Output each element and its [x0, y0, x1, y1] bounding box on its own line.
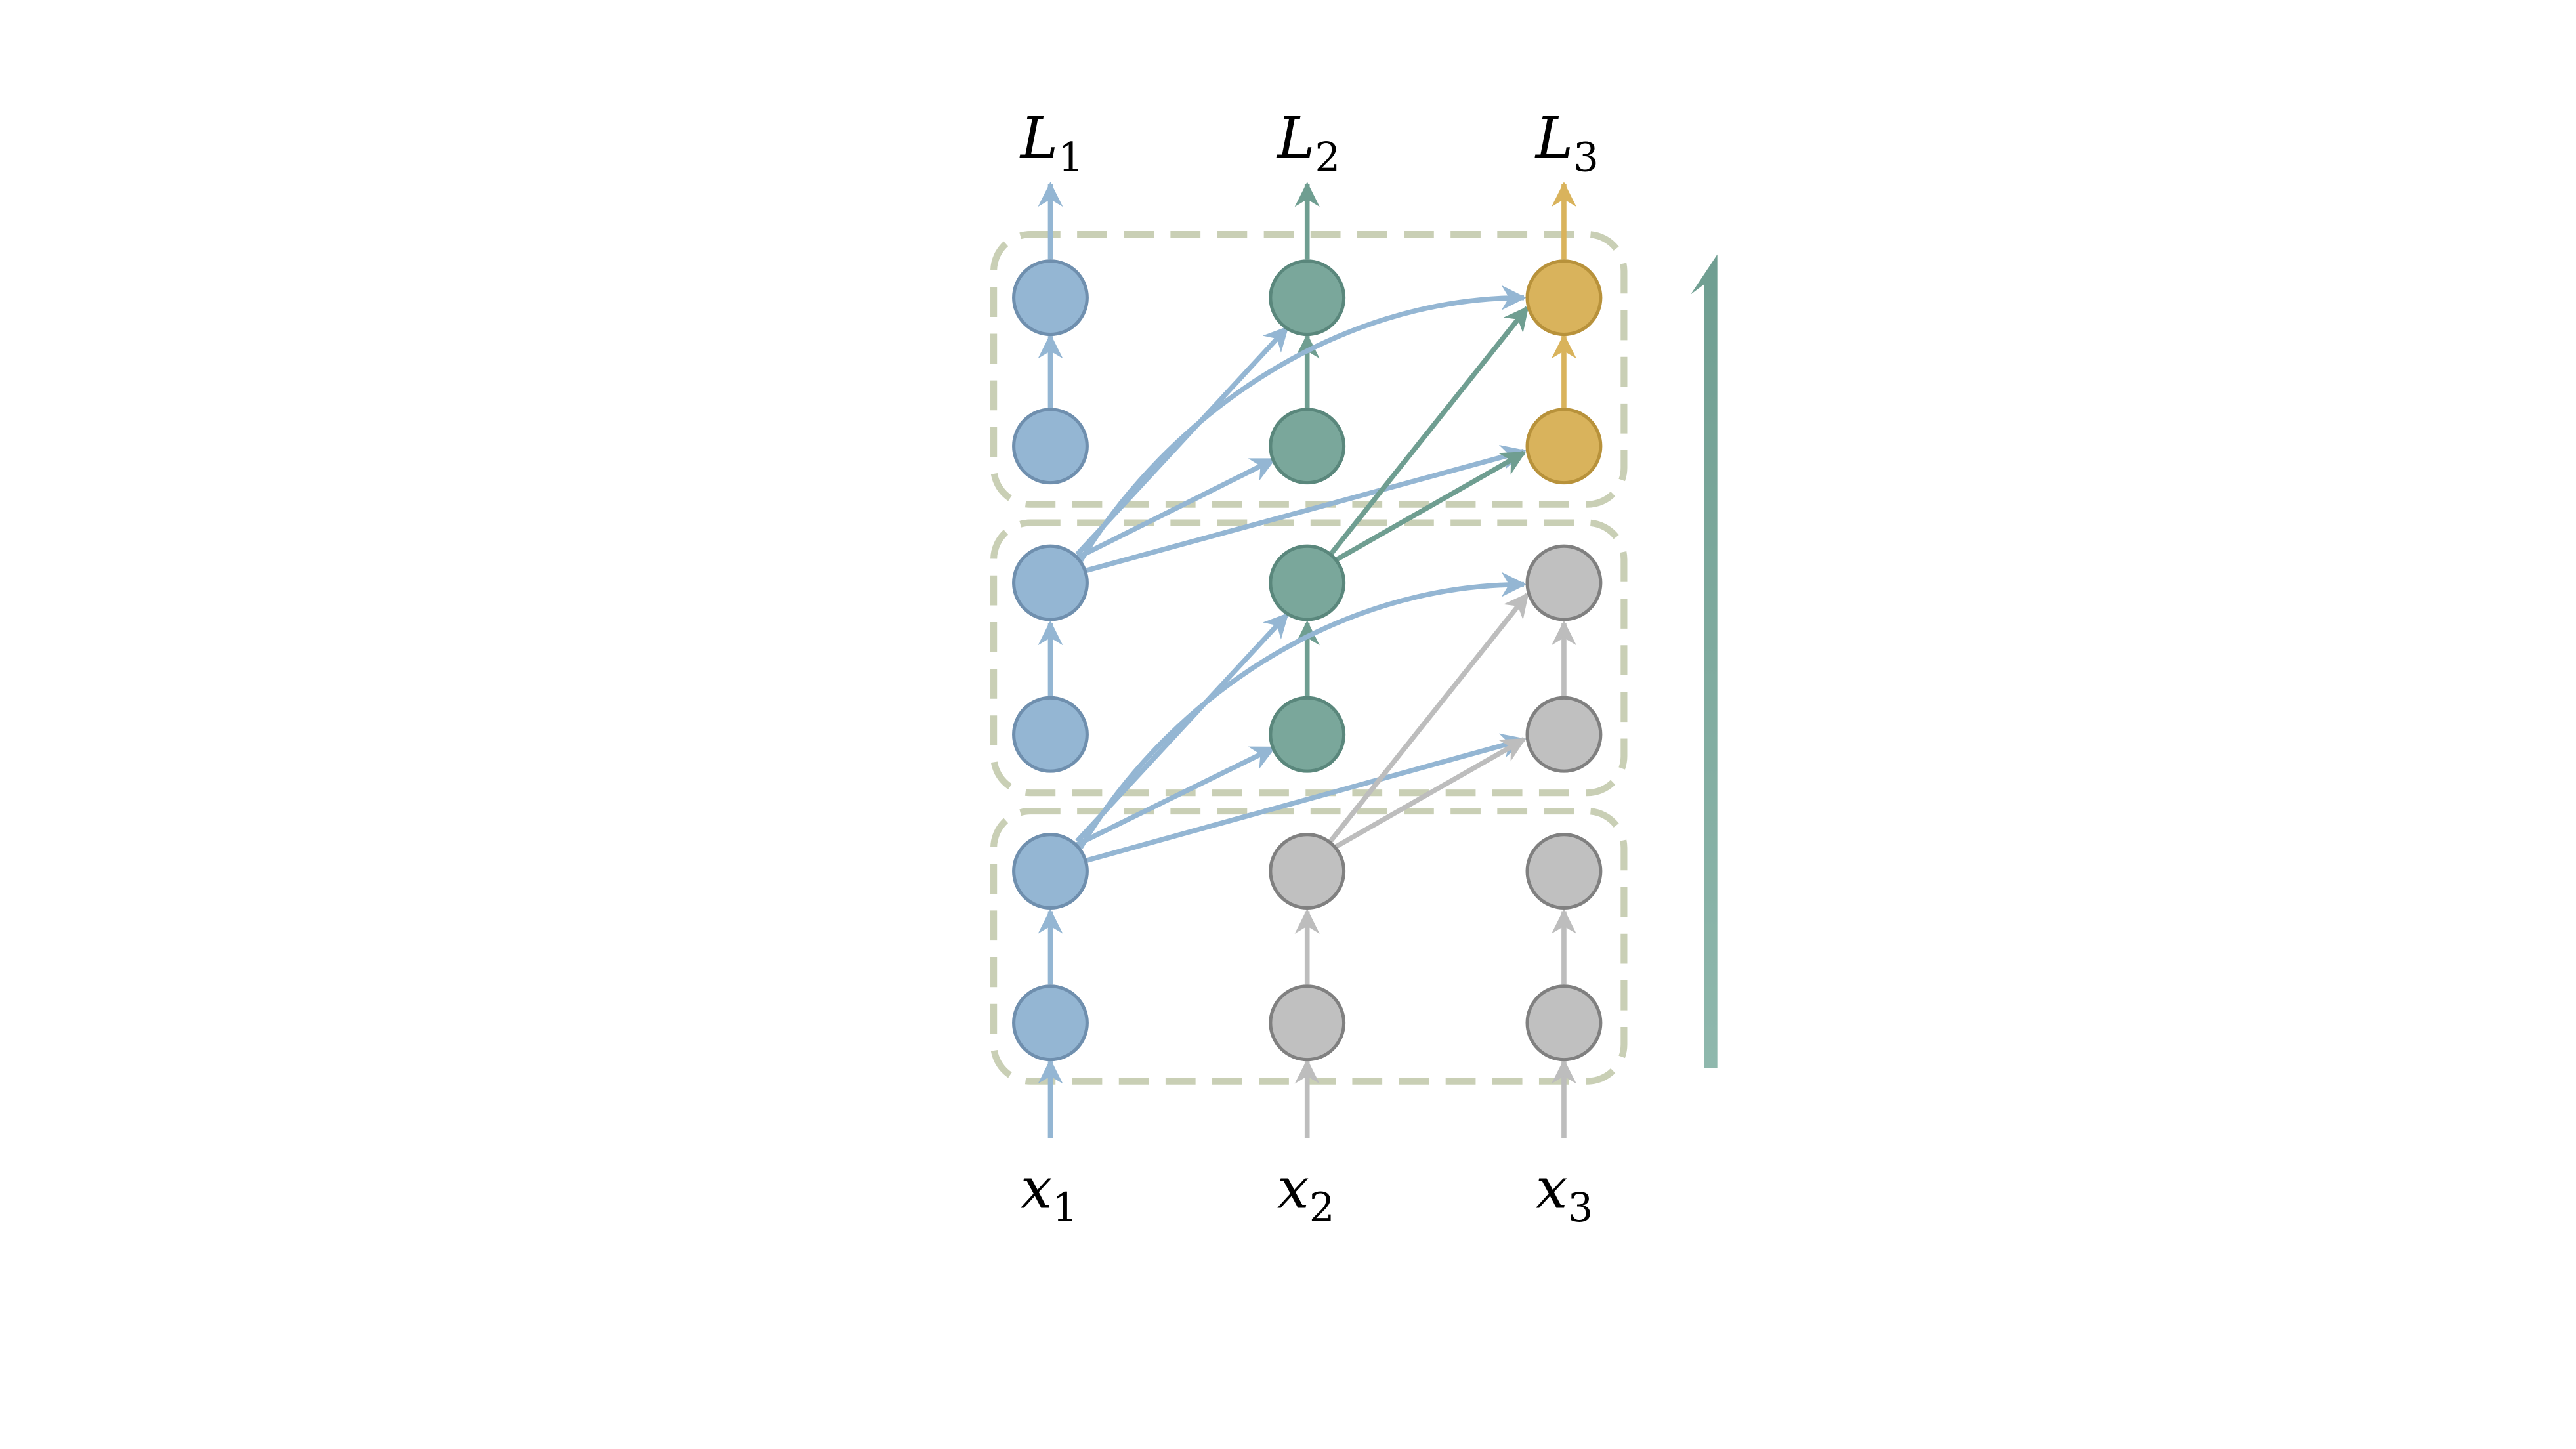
edge-b2-to-gray3: [1083, 733, 1527, 864]
node-c1-r1: [1012, 984, 1089, 1062]
output-label-3: L3: [1534, 106, 1599, 180]
node-c1-r6: [1012, 259, 1089, 337]
output-label-1: L1: [1019, 106, 1084, 180]
node-c1-r2: [1012, 833, 1089, 910]
edge-b4-to-g5: [1076, 457, 1277, 560]
output-label-2: L2: [1276, 106, 1340, 180]
edge-b2-to-gray4-curve: [1078, 572, 1527, 849]
layer-group-box-middle: [990, 519, 1628, 797]
edge-b4-to-gold6-curve: [1078, 285, 1527, 563]
node-c1-r4: [1012, 544, 1089, 621]
node-c3-r2: [1525, 833, 1603, 910]
node-c3-r6: [1525, 259, 1603, 337]
node-c2-r3: [1269, 696, 1346, 773]
edge-g4-to-gold5: [1332, 450, 1527, 564]
node-c2-r1: [1269, 984, 1346, 1062]
edge-b2-to-g3: [1076, 746, 1277, 847]
layer-group-box-top: [990, 231, 1628, 508]
node-c2-r5: [1269, 408, 1346, 485]
node-c2-r6: [1269, 259, 1346, 337]
progression-arrow: [1691, 254, 1718, 1068]
node-c3-r3: [1525, 696, 1603, 773]
node-c3-r4: [1525, 544, 1603, 621]
edge-g4-to-gold6: [1328, 305, 1530, 556]
node-c1-r3: [1012, 696, 1089, 773]
edge-gray2-to-gray4: [1328, 592, 1530, 843]
node-c2-r4: [1269, 544, 1346, 621]
node-c1-r5: [1012, 408, 1089, 485]
input-label-3: x3: [1536, 1156, 1594, 1231]
node-c3-r5: [1525, 408, 1603, 485]
edge-gray2-to-gray3: [1332, 737, 1527, 850]
node-c3-r1: [1525, 984, 1603, 1062]
edge-b4-to-gold5: [1083, 445, 1527, 574]
node-c2-r2: [1269, 833, 1346, 910]
input-label-2: x2: [1277, 1156, 1335, 1231]
input-label-1: x1: [1021, 1156, 1078, 1231]
